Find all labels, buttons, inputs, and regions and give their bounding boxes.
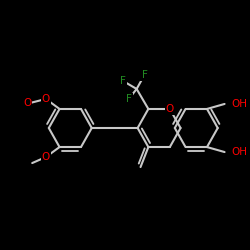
Text: OH: OH [232, 99, 248, 109]
Text: O: O [42, 94, 50, 104]
Text: O: O [166, 104, 174, 114]
Text: F: F [120, 76, 126, 86]
Text: F: F [142, 70, 148, 80]
Text: O: O [42, 152, 50, 162]
Text: F: F [126, 94, 132, 104]
Text: O: O [23, 98, 32, 108]
Text: OH: OH [232, 147, 248, 157]
